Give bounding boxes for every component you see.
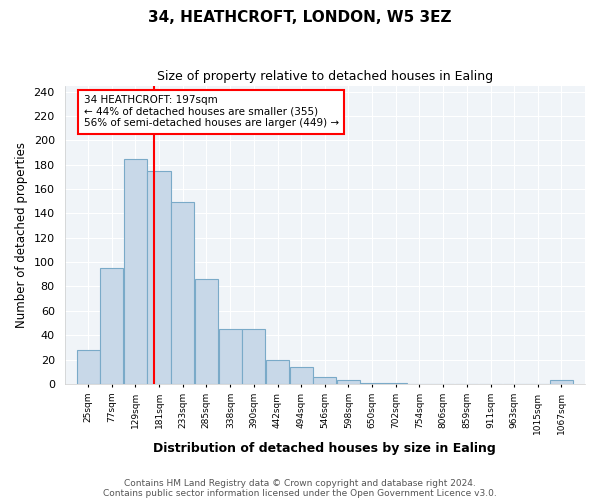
Bar bbox=[384, 382, 407, 384]
Y-axis label: Number of detached properties: Number of detached properties bbox=[15, 142, 28, 328]
Text: Contains HM Land Registry data © Crown copyright and database right 2024.: Contains HM Land Registry data © Crown c… bbox=[124, 478, 476, 488]
X-axis label: Distribution of detached houses by size in Ealing: Distribution of detached houses by size … bbox=[154, 442, 496, 455]
Bar bbox=[266, 360, 289, 384]
Bar bbox=[550, 380, 573, 384]
Bar bbox=[337, 380, 360, 384]
Bar bbox=[313, 376, 337, 384]
Text: 34, HEATHCROFT, LONDON, W5 3EZ: 34, HEATHCROFT, LONDON, W5 3EZ bbox=[148, 10, 452, 25]
Bar bbox=[242, 329, 265, 384]
Bar bbox=[77, 350, 100, 384]
Bar bbox=[290, 367, 313, 384]
Text: Contains public sector information licensed under the Open Government Licence v3: Contains public sector information licen… bbox=[103, 488, 497, 498]
Bar bbox=[361, 382, 383, 384]
Bar bbox=[194, 279, 218, 384]
Title: Size of property relative to detached houses in Ealing: Size of property relative to detached ho… bbox=[157, 70, 493, 83]
Bar bbox=[148, 171, 170, 384]
Text: 34 HEATHCROFT: 197sqm
← 44% of detached houses are smaller (355)
56% of semi-det: 34 HEATHCROFT: 197sqm ← 44% of detached … bbox=[83, 96, 339, 128]
Bar bbox=[100, 268, 124, 384]
Bar bbox=[171, 202, 194, 384]
Bar bbox=[124, 158, 147, 384]
Bar bbox=[219, 329, 242, 384]
